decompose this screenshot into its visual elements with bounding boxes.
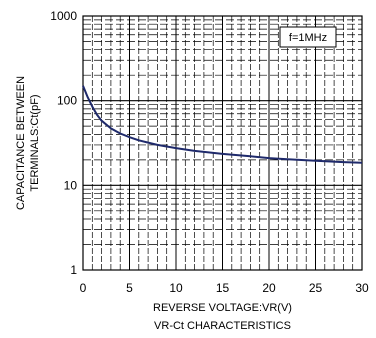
series-line — [82, 85, 363, 164]
x-tick-label: 25 — [309, 281, 323, 295]
y-tick-label: 100 — [57, 94, 77, 108]
annotation-label: f=1MHz — [289, 32, 327, 44]
chart-title: VR-Ct CHARACTERISTICS — [154, 320, 291, 332]
x-tick-label: 20 — [262, 281, 276, 295]
y-tick-label: 1 — [70, 263, 77, 277]
tick-labels: 0 5 10 15 20 25 30 1 10 100 1000 — [50, 9, 369, 295]
x-tick-label: 10 — [169, 281, 183, 295]
x-tick-label: 0 — [80, 281, 87, 295]
y-axis-label-line2: TERMINALS:Ct(pF) — [29, 94, 41, 191]
series-group — [82, 85, 363, 164]
y-axis-label-line1: CAPACITANCE BETWEEN — [15, 76, 27, 210]
x-tick-label: 5 — [126, 281, 133, 295]
y-tick-label: 1000 — [50, 9, 77, 23]
annotation-box: f=1MHz — [279, 26, 337, 48]
plot-frame — [82, 15, 363, 271]
x-axis-label: REVERSE VOLTAGE:VR(V) — [153, 302, 292, 314]
x-tick-label: 30 — [355, 281, 369, 295]
x-tick-label: 15 — [216, 281, 230, 295]
grid — [83, 16, 362, 270]
y-tick-label: 10 — [64, 178, 78, 192]
